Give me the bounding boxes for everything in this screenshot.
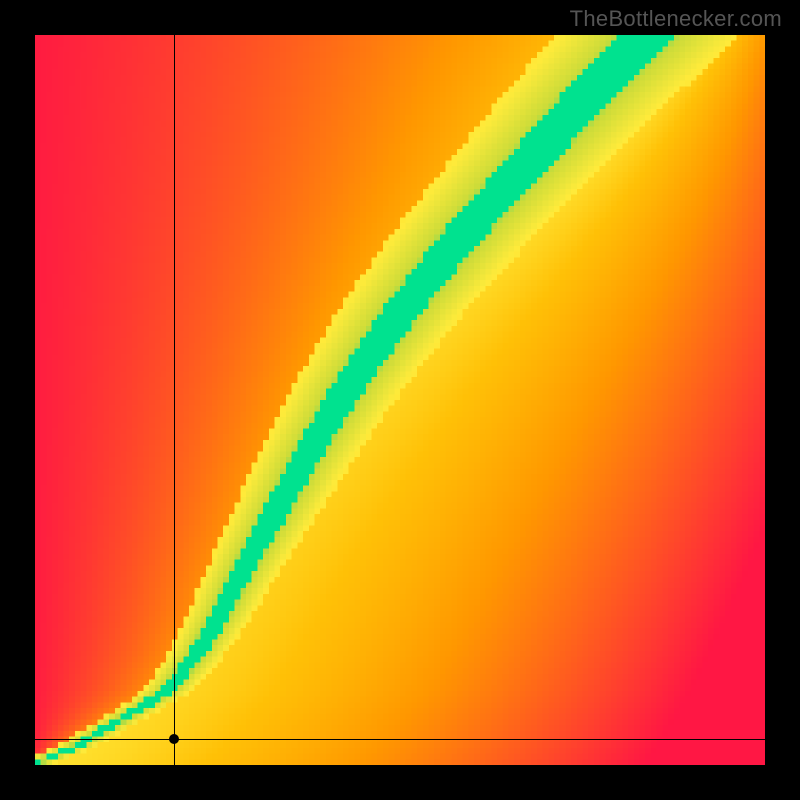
crosshair-vertical bbox=[174, 35, 175, 765]
heatmap-plot bbox=[35, 35, 765, 765]
watermark-text: TheBottlenecker.com bbox=[570, 6, 782, 32]
heatmap-canvas bbox=[35, 35, 765, 765]
crosshair-horizontal bbox=[35, 739, 765, 740]
marker-dot bbox=[169, 734, 179, 744]
